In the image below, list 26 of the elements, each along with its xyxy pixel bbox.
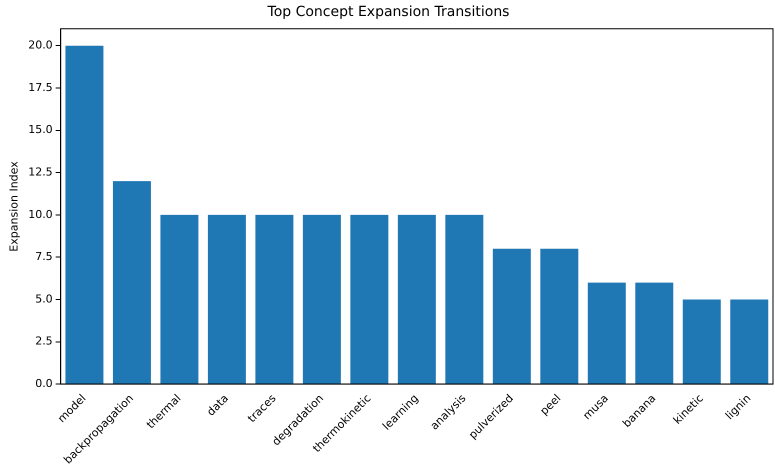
- bar: [588, 282, 626, 384]
- bar: [445, 214, 484, 384]
- y-tick-label: 7.5: [35, 250, 53, 264]
- bar: [208, 214, 246, 384]
- bar: [730, 300, 768, 384]
- bar: [492, 248, 531, 384]
- bar: [302, 214, 341, 384]
- y-tick-label: 10.0: [28, 208, 53, 221]
- y-tick-label: 20.0: [28, 38, 53, 52]
- bar: [540, 248, 578, 384]
- y-tick-label: 5.0: [35, 292, 53, 306]
- y-axis-title: Expansion Index: [7, 160, 20, 252]
- bar: [112, 181, 151, 384]
- y-tick-label: 15.0: [28, 123, 53, 136]
- y-tick-label: 0.0: [35, 377, 53, 390]
- chart-title: Top Concept Expansion Transitions: [266, 4, 510, 20]
- bar: [350, 214, 388, 384]
- y-tick-label: 17.5: [28, 80, 53, 94]
- bar: [160, 214, 198, 384]
- y-tick-label: 12.5: [28, 165, 53, 178]
- bar: [398, 214, 436, 384]
- bar: [255, 214, 294, 384]
- bar: [65, 46, 104, 384]
- bar: [635, 282, 674, 384]
- bar: [682, 300, 721, 384]
- y-tick-label: 2.5: [35, 334, 53, 348]
